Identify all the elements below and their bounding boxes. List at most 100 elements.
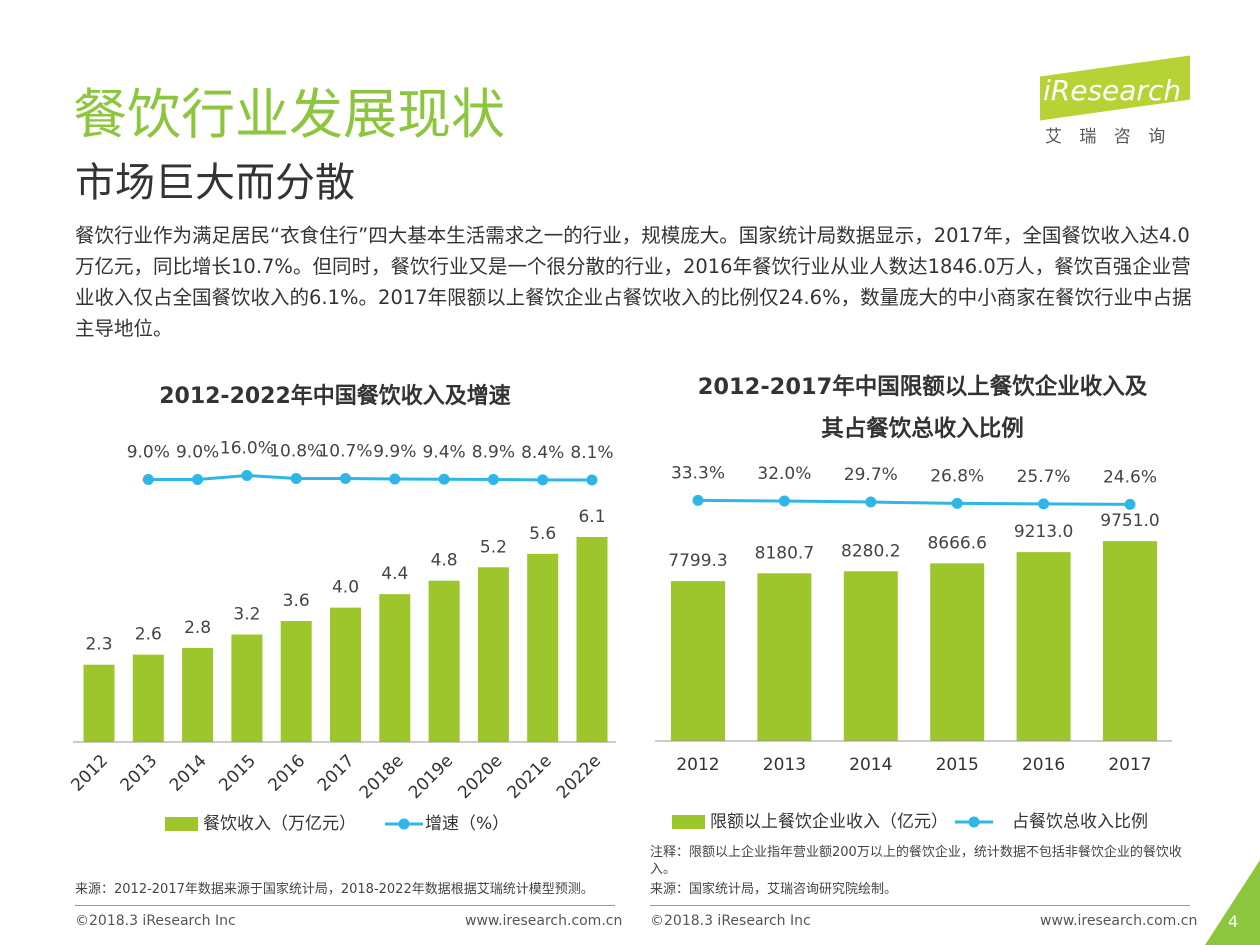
value-label: 4.4 — [381, 564, 408, 584]
source: 来源：国家统计局，艾瑞咨询研究院绘制。 — [650, 882, 898, 897]
x-tick-label: 2022e — [553, 751, 605, 803]
x-tick-label: 2014 — [849, 755, 892, 775]
x-tick-label: 2017 — [314, 751, 359, 796]
value-label: 32.0% — [757, 464, 811, 484]
line-point — [951, 497, 963, 509]
title: 餐饮行业发展现状 — [73, 83, 505, 146]
value-label: 2.6 — [135, 625, 162, 645]
bar — [83, 664, 115, 742]
legend-label: 占餐饮总收入比例 — [1012, 812, 1148, 832]
copyright: ©2018.3 iResearch Inc — [75, 913, 236, 929]
bar — [843, 571, 898, 741]
bar — [671, 581, 725, 741]
x-tick-label: 2021e — [504, 751, 556, 803]
value-label: 8280.2 — [841, 541, 900, 561]
x-tick-label: 2015 — [215, 751, 260, 796]
line — [148, 473, 593, 482]
line-point — [778, 495, 790, 507]
value-label: 33.3% — [671, 463, 725, 483]
bar — [182, 647, 214, 742]
value-label: 9751.0 — [1100, 511, 1159, 531]
line-point — [692, 494, 704, 506]
x-tick-label: 2013 — [763, 755, 806, 775]
url: www.iresearch.com.cn — [1040, 913, 1198, 929]
note: 注释：限额以上企业指年营业额200万以上的餐饮企业，统计数据不包括非餐饮企业的餐… — [650, 845, 1182, 877]
line-point — [487, 474, 499, 486]
line — [697, 498, 1131, 506]
value-label: 8.4% — [521, 443, 564, 463]
value-label: 16.0% — [220, 438, 274, 458]
value-label: 2.8 — [184, 618, 211, 638]
x-tick-label: 2017 — [1108, 755, 1151, 775]
value-label: 4.0 — [332, 578, 359, 598]
line-point — [340, 473, 351, 485]
x-tick-label: 2013 — [117, 751, 162, 796]
value-label: 4.8 — [431, 551, 458, 571]
value-label: 9.0% — [127, 442, 170, 462]
bar — [930, 563, 985, 741]
bar — [379, 594, 411, 742]
line-point — [192, 473, 204, 485]
legend-label: 增速（%） — [425, 814, 509, 834]
line-point — [389, 473, 401, 485]
value-label: 2.3 — [85, 635, 112, 655]
x-tick-label: 2014 — [166, 751, 211, 796]
legend-label: 限额以上餐饮企业收入（亿元） — [710, 812, 948, 832]
logo-name: iResearch — [1043, 74, 1182, 107]
x-tick-label: 2016 — [1022, 755, 1065, 775]
x-tick-label: 2016 — [265, 751, 310, 796]
value-label: 10.7% — [318, 442, 372, 462]
value-label: 24.6% — [1103, 467, 1157, 487]
bar — [428, 580, 460, 742]
legend-dot — [398, 818, 410, 830]
value-label: 10.8% — [269, 441, 323, 461]
bar — [231, 634, 263, 742]
value-label: 5.6 — [529, 524, 556, 544]
value-label: 3.2 — [233, 604, 260, 624]
bar — [477, 567, 509, 742]
legend-dot — [968, 816, 980, 828]
value-label: 29.7% — [844, 465, 898, 485]
x-tick-label: 2015 — [936, 755, 979, 775]
copyright: ©2018.3 iResearch Inc — [650, 913, 811, 929]
value-label: 6.1 — [578, 507, 605, 527]
x-tick-label: 2012 — [67, 751, 112, 796]
legend-label: 餐饮收入（万亿元） — [203, 814, 356, 834]
value-label: 8666.6 — [927, 533, 986, 553]
bar — [757, 573, 812, 741]
value-label: 5.2 — [480, 537, 507, 557]
footer-rule — [75, 905, 615, 906]
corner-deco — [1205, 860, 1260, 945]
line-point — [438, 473, 450, 485]
value-label: 8.9% — [472, 443, 515, 463]
footer-rule — [650, 905, 1190, 906]
value-label: 26.8% — [930, 466, 984, 486]
value-label: 3.6 — [283, 591, 310, 611]
legend-swatch — [165, 817, 198, 831]
x-tick-label: 2018e — [356, 751, 408, 803]
value-label: 9.0% — [176, 442, 219, 462]
line-point — [1038, 498, 1050, 510]
value-label: 25.7% — [1017, 467, 1071, 487]
x-tick-label: 2019e — [405, 751, 457, 803]
value-label: 7799.3 — [668, 551, 727, 571]
line-point — [537, 474, 549, 486]
intro: 餐饮行业作为满足居民“衣食住行”四大基本生活需求之一的行业，规模庞大。国家统计局… — [75, 224, 1192, 340]
value-label: 9.4% — [422, 442, 465, 462]
bar — [1016, 552, 1071, 741]
logo-tagline: 艾 瑞 咨 询 — [1045, 127, 1172, 147]
chart-title: 2012-2017年中国限额以上餐饮企业收入及其占餐饮总收入比例 — [697, 374, 1148, 442]
line-point — [142, 473, 154, 485]
x-tick-label: 2020e — [454, 751, 506, 803]
line-point — [290, 472, 302, 484]
line-point — [865, 496, 877, 508]
value-label: 9213.0 — [1014, 522, 1073, 542]
value-label: 8180.7 — [755, 543, 814, 563]
value-label: 8.1% — [570, 443, 613, 463]
bar — [1103, 541, 1157, 741]
source: 来源：2012-2017年数据来源于国家统计局，2018-2022年数据根据艾瑞… — [75, 882, 594, 897]
legend-swatch — [672, 815, 705, 829]
value-label: 9.9% — [373, 442, 416, 462]
